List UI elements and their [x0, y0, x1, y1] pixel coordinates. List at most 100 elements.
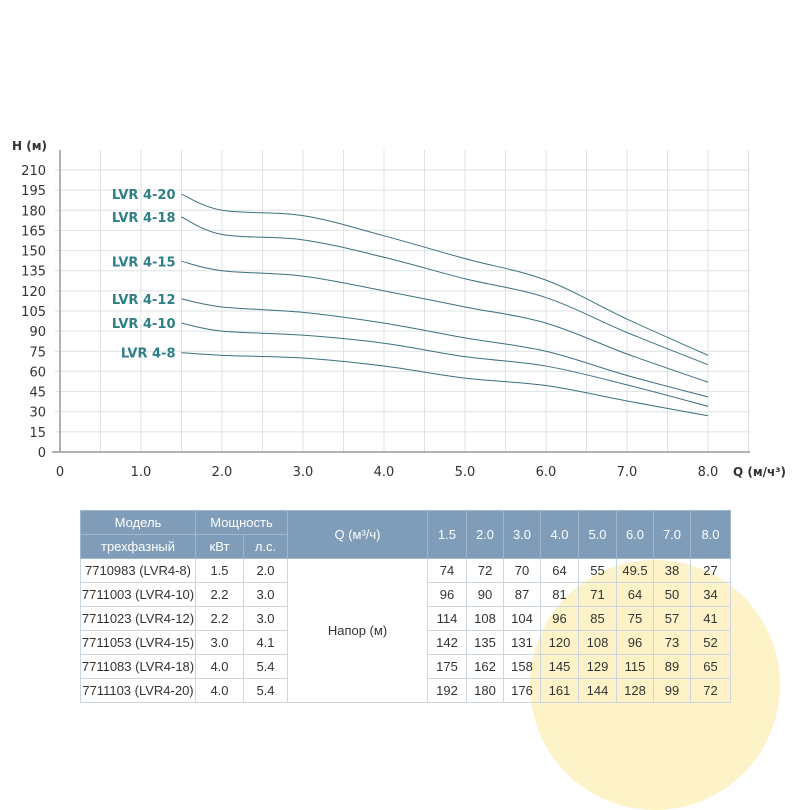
y-tick-label: 195 [21, 184, 46, 199]
header-kw: кВт [195, 534, 244, 559]
cell-head-value: 96 [540, 606, 579, 631]
series-label: LVR 4-15 [112, 255, 176, 270]
cell-head-value: 38 [653, 558, 691, 583]
x-tick-label: 2.0 [212, 465, 233, 480]
cell-hp: 2.0 [243, 558, 288, 583]
series-line [181, 260, 709, 383]
series-line [181, 193, 709, 356]
cell-head-value: 72 [690, 678, 731, 703]
cell-head-value: 115 [616, 654, 654, 679]
y-tick-label: 180 [21, 204, 46, 219]
cell-head-value: 70 [503, 558, 541, 583]
series-line [181, 298, 709, 398]
y-tick-label: 0 [38, 446, 46, 461]
cell-head-value: 99 [653, 678, 691, 703]
cell-head-value: 89 [653, 654, 691, 679]
cell-head-value: 55 [578, 558, 617, 583]
table-row: 7710983 (LVR4-8) 1.5 2.0 Напор (м) 74 72 70 64 5… [80, 558, 731, 703]
cell-kw: 2.2 [195, 582, 244, 607]
cell-head-value: 41 [690, 606, 731, 631]
cell-head-value: 96 [427, 582, 467, 607]
y-tick-label: 90 [29, 325, 46, 340]
cell-kw: 4.0 [195, 654, 244, 679]
series-label: LVR 4-18 [112, 211, 176, 226]
y-axis-title: H (м) [12, 139, 47, 153]
cell-hp: 3.0 [243, 606, 288, 631]
cell-kw: 3.0 [195, 630, 244, 655]
cell-head-value: 72 [466, 558, 504, 583]
cell-head-value: 73 [653, 630, 691, 655]
cell-head-value: 64 [540, 558, 579, 583]
header-q-value: 6.0 [616, 510, 654, 559]
header-q-value: 4.0 [540, 510, 579, 559]
cell-head-value: 175 [427, 654, 467, 679]
cell-hp: 3.0 [243, 582, 288, 607]
cell-head-value: 34 [690, 582, 731, 607]
cell-head-value: 144 [578, 678, 617, 703]
y-tick-label: 15 [29, 426, 46, 441]
x-tick-label: 7.0 [617, 465, 638, 480]
cell-head-value: 142 [427, 630, 467, 655]
cell-head-value: 161 [540, 678, 579, 703]
cell-head-value: 176 [503, 678, 541, 703]
header-q-value: 5.0 [578, 510, 617, 559]
y-tick-label: 120 [21, 285, 46, 300]
cell-head-value: 129 [578, 654, 617, 679]
series-line [181, 216, 709, 366]
cell-head-value: 50 [653, 582, 691, 607]
header-hp: л.с. [243, 534, 288, 559]
header-model-sub: трехфазный [80, 534, 196, 559]
header-q: Q (м³/ч) [287, 510, 428, 559]
grid [52, 150, 750, 453]
cell-head-value: 180 [466, 678, 504, 703]
y-tick-label: 150 [21, 245, 46, 260]
cell-head-value: 74 [427, 558, 467, 583]
cell-model: 7711003 (LVR4-10) [80, 582, 196, 607]
y-tick-label: 135 [21, 265, 46, 280]
cell-head-value: 120 [540, 630, 579, 655]
cell-head-value: 52 [690, 630, 731, 655]
x-tick-label: 8.0 [698, 465, 719, 480]
cell-hp: 4.1 [243, 630, 288, 655]
cell-head-value: 162 [466, 654, 504, 679]
series-label: LVR 4-10 [112, 317, 176, 332]
table-row: 7711003 (LVR4-10) 2.2 3.0 96 90 87 81 71 64 50 34 [80, 582, 731, 607]
cell-head-value: 81 [540, 582, 579, 607]
cell-head-value: 27 [690, 558, 731, 583]
x-tick-label: 3.0 [293, 465, 314, 480]
y-tick-label: 105 [21, 305, 46, 320]
cell-head-value: 57 [653, 606, 691, 631]
cell-head-value: 96 [616, 630, 654, 655]
performance-table: Модель Мощность Q (м³/ч) 1.5 2.0 3.0 4.0… [80, 510, 731, 703]
cell-head-label: Напор (м) [287, 558, 428, 703]
cell-head-value: 85 [578, 606, 617, 631]
header-model: Модель [80, 510, 196, 535]
cell-head-value: 114 [427, 606, 467, 631]
cell-head-value: 87 [503, 582, 541, 607]
header-q-value: 3.0 [503, 510, 541, 559]
x-tick-label: 1.0 [131, 465, 152, 480]
cell-head-value: 104 [503, 606, 541, 631]
cell-head-value: 108 [578, 630, 617, 655]
cell-model: 7711023 (LVR4-12) [80, 606, 196, 631]
series-line [181, 322, 709, 407]
header-q-value: 8.0 [690, 510, 731, 559]
x-tick-label: 5.0 [455, 465, 476, 480]
cell-head-value: 158 [503, 654, 541, 679]
cell-head-value: 65 [690, 654, 731, 679]
cell-model: 7711103 (LVR4-20) [80, 678, 196, 703]
cell-model: 7710983 (LVR4-8) [80, 558, 196, 583]
cell-head-value: 49.5 [616, 558, 654, 583]
cell-head-value: 128 [616, 678, 654, 703]
y-tick-label: 30 [29, 406, 46, 421]
pump-curve-chart: LVR 4-8 LVR 4-10 LVR 4-12 LVR 4-15 LVR 4-18 L… [12, 139, 786, 480]
cell-head-value: 145 [540, 654, 579, 679]
header-power: Мощность [195, 510, 288, 535]
header-q-value: 2.0 [466, 510, 504, 559]
header-q-value: 7.0 [653, 510, 691, 559]
x-tick-label: 4.0 [374, 465, 395, 480]
y-tick-label: 165 [21, 224, 46, 239]
table-row: 7711103 (LVR4-20) 4.0 5.4 192 180 176 161 144 12… [80, 678, 731, 703]
cell-head-value: 135 [466, 630, 504, 655]
cell-head-value: 90 [466, 582, 504, 607]
